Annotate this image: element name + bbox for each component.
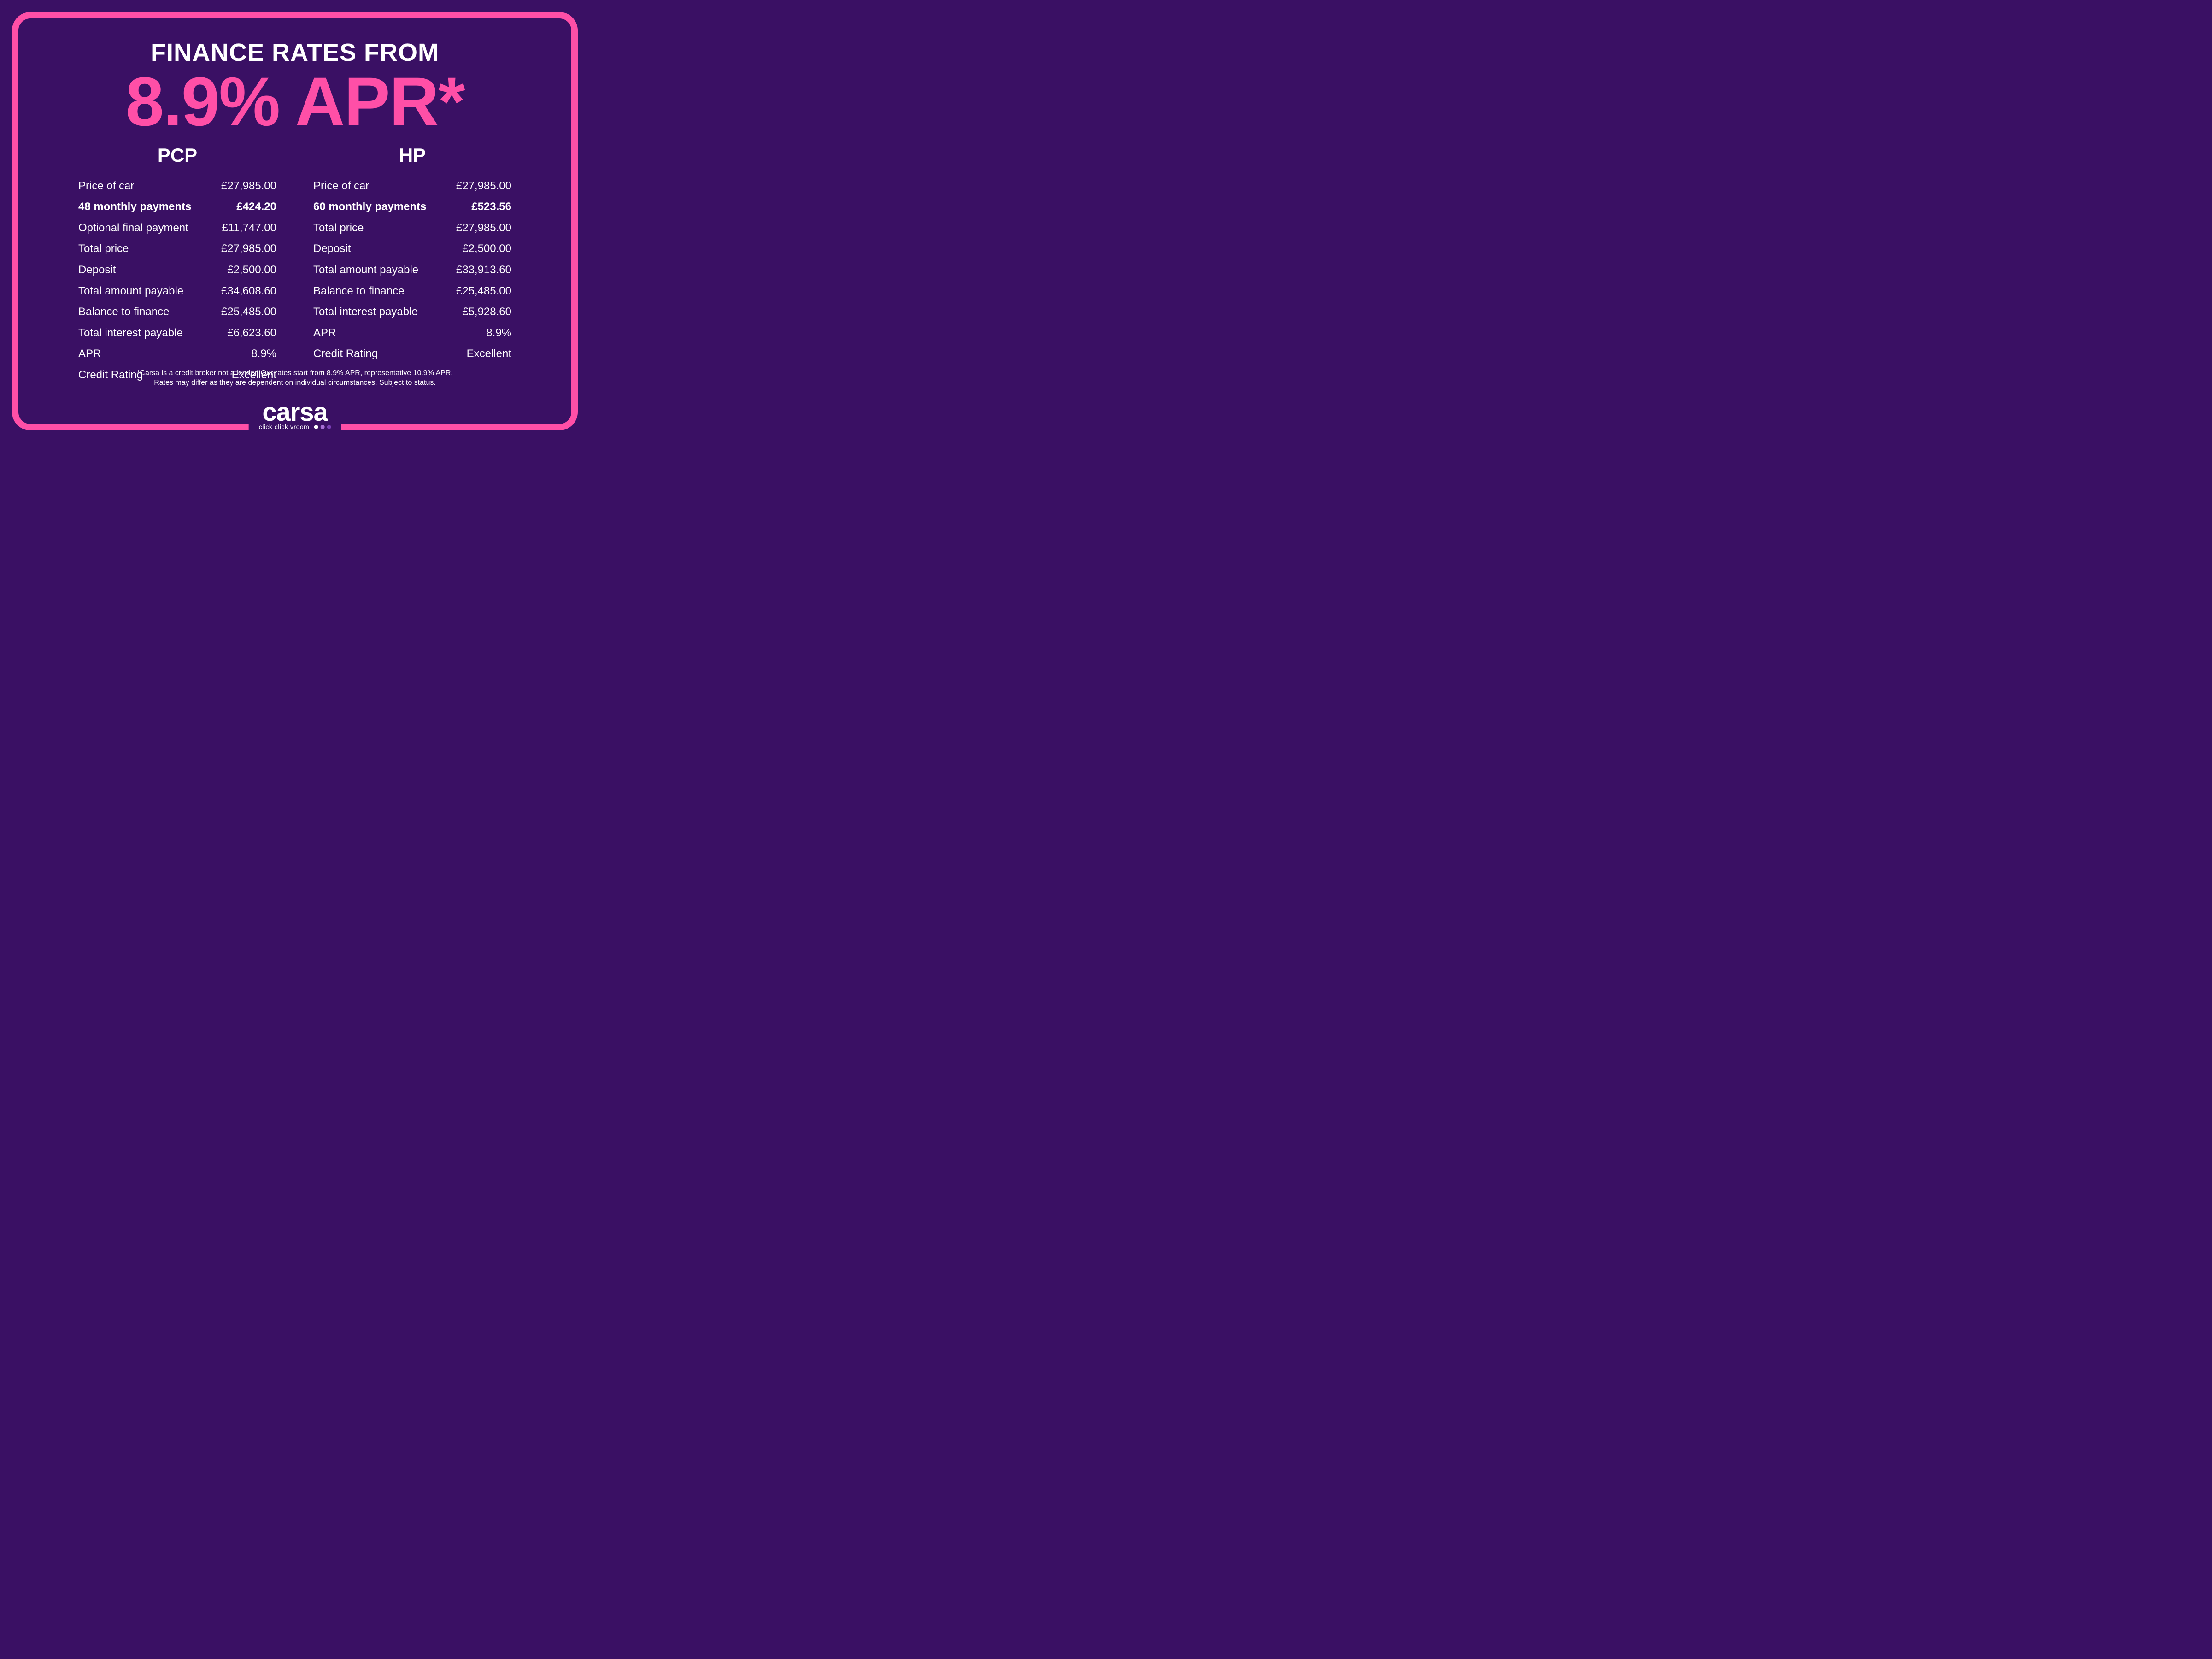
table-row: Total amount payable £33,913.60 xyxy=(313,259,511,281)
logo-tagline-text: click click vroom xyxy=(259,423,310,430)
row-label: Price of car xyxy=(313,176,369,197)
row-label: APR xyxy=(78,343,101,365)
table-row: APR 8.9% xyxy=(78,343,276,365)
hp-column: HP Price of car£27,985.0060 monthly paym… xyxy=(313,144,511,386)
row-value: £5,928.60 xyxy=(462,301,511,323)
row-label: Balance to finance xyxy=(313,281,404,302)
row-value: £27,985.00 xyxy=(221,176,276,197)
table-row: Deposit £2,500.00 xyxy=(78,259,276,281)
table-row: Credit Rating Excellent xyxy=(313,343,511,365)
row-value: £27,985.00 xyxy=(456,176,511,197)
row-label: Price of car xyxy=(78,176,134,197)
table-row: Total price £27,985.00 xyxy=(313,218,511,239)
logo-dots xyxy=(314,425,331,429)
row-value: £34,608.60 xyxy=(221,281,276,302)
row-label: 60 monthly payments xyxy=(313,196,426,218)
table-row: Price of car £27,985.00 xyxy=(78,176,276,197)
row-label: Balance to finance xyxy=(78,301,169,323)
row-value: £25,485.00 xyxy=(221,301,276,323)
table-row: Deposit £2,500.00 xyxy=(313,238,511,259)
row-label: Total interest payable xyxy=(78,323,183,344)
row-label: APR xyxy=(313,323,336,344)
row-label: 48 monthly payments xyxy=(78,196,191,218)
row-value: £2,500.00 xyxy=(462,238,511,259)
row-value: £27,985.00 xyxy=(456,218,511,239)
dot-icon xyxy=(320,425,324,429)
row-label: Total amount payable xyxy=(78,281,183,302)
hp-rows: Price of car£27,985.0060 monthly payment… xyxy=(313,176,511,365)
table-row: Price of car £27,985.00 xyxy=(313,176,511,197)
row-label: Total amount payable xyxy=(313,259,418,281)
row-value: £523.56 xyxy=(471,196,511,218)
disclaimer-line1: *Carsa is a credit broker not a lender. … xyxy=(137,369,453,377)
row-label: Total price xyxy=(78,238,129,259)
table-row: Total interest payable £5,928.60 xyxy=(313,301,511,323)
row-value: 8.9% xyxy=(251,343,276,365)
row-label: Optional final payment xyxy=(78,218,188,239)
pcp-column: PCP Price of car£27,985.0048 monthly pay… xyxy=(78,144,276,386)
headline-small: FINANCE RATES FROM xyxy=(46,40,544,66)
row-label: Credit Rating xyxy=(313,343,378,365)
row-value: Excellent xyxy=(467,343,511,365)
disclaimer-line2: Rates may differ as they are dependent o… xyxy=(154,379,436,387)
headline-apr: 8.9% APR* xyxy=(46,67,544,136)
table-row: Total price £27,985.00 xyxy=(78,238,276,259)
dot-icon xyxy=(314,425,318,429)
table-row: APR 8.9% xyxy=(313,323,511,344)
row-value: £25,485.00 xyxy=(456,281,511,302)
row-value: £6,623.60 xyxy=(227,323,276,344)
logo-name: carsa xyxy=(259,400,331,424)
pcp-rows: Price of car£27,985.0048 monthly payment… xyxy=(78,176,276,386)
finance-card: FINANCE RATES FROM 8.9% APR* PCP Price o… xyxy=(12,12,578,430)
disclaimer: *Carsa is a credit broker not a lender. … xyxy=(18,368,571,388)
row-value: £11,747.00 xyxy=(222,218,276,239)
pcp-heading: PCP xyxy=(78,144,276,166)
row-value: £424.20 xyxy=(236,196,276,218)
row-value: £27,985.00 xyxy=(221,238,276,259)
row-label: Total price xyxy=(313,218,364,239)
table-row: Balance to finance £25,485.00 xyxy=(313,281,511,302)
row-label: Total interest payable xyxy=(313,301,418,323)
logo: carsa click click vroom xyxy=(249,400,341,430)
table-row: Total amount payable £34,608.60 xyxy=(78,281,276,302)
table-row: 60 monthly payments £523.56 xyxy=(313,196,511,218)
hp-heading: HP xyxy=(313,144,511,166)
finance-columns: PCP Price of car£27,985.0048 monthly pay… xyxy=(46,144,544,386)
row-label: Deposit xyxy=(313,238,351,259)
table-row: 48 monthly payments £424.20 xyxy=(78,196,276,218)
dot-icon xyxy=(327,425,331,429)
table-row: Optional final payment £11,747.00 xyxy=(78,218,276,239)
row-value: £2,500.00 xyxy=(227,259,276,281)
table-row: Total interest payable £6,623.60 xyxy=(78,323,276,344)
row-value: 8.9% xyxy=(486,323,511,344)
row-value: £33,913.60 xyxy=(456,259,511,281)
table-row: Balance to finance £25,485.00 xyxy=(78,301,276,323)
row-label: Deposit xyxy=(78,259,116,281)
